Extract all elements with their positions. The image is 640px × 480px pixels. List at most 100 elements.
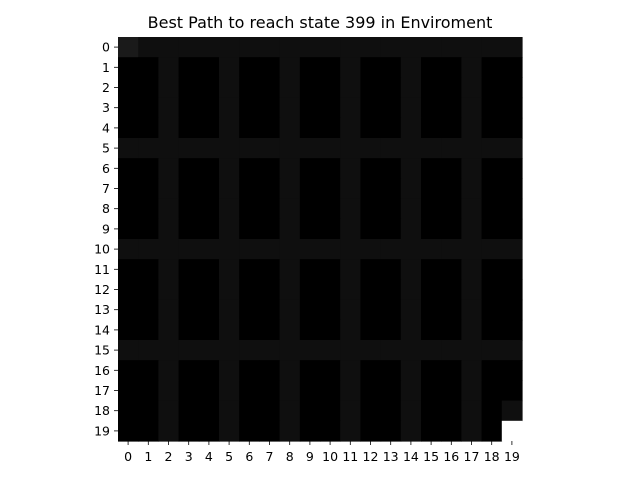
y-tick-label: 6 [102,161,110,176]
heatmap-cell [219,279,240,301]
heatmap-cell [501,259,523,280]
heatmap-cell [400,400,422,422]
heatmap-cell [320,259,341,280]
heatmap-cell [400,340,422,361]
heatmap-cell [158,97,180,119]
heatmap-cell [400,299,422,321]
x-tick-label: 6 [245,449,253,464]
heatmap-cell [259,400,281,422]
heatmap-cell [299,400,321,422]
heatmap-cell [481,380,503,402]
heatmap-cell [178,178,200,200]
heatmap-cell [198,37,220,58]
x-tick-label: 9 [306,449,314,464]
y-tick-label: 0 [102,40,110,55]
heatmap-cell [320,380,341,402]
heatmap-cell [198,239,220,260]
heatmap-cell [501,198,523,220]
heatmap-cell [138,360,159,381]
y-tick-label: 14 [94,322,110,337]
heatmap-cell [158,380,180,402]
heatmap-cell [421,37,442,58]
heatmap-cell [239,57,260,78]
heatmap-cell [118,138,139,159]
heatmap-cell [299,380,321,402]
x-tick-label: 10 [322,449,338,464]
heatmap-cell [198,380,220,402]
heatmap-cell [178,77,200,99]
heatmap-cell [219,360,240,381]
x-tick-label: 18 [484,449,500,464]
heatmap-cell [219,37,240,58]
heatmap-cell [239,158,260,179]
heatmap-cell [360,239,382,260]
heatmap-cell [299,218,321,240]
heatmap-cell [481,340,503,361]
heatmap-cell [380,340,402,361]
heatmap-cell [461,158,483,179]
heatmap-cell [441,37,462,58]
heatmap-cell [360,299,382,321]
heatmap-cell [178,117,200,139]
heatmap-cell [279,299,301,321]
x-tick-label: 16 [443,449,459,464]
heatmap-cell [158,77,180,99]
heatmap-cell [178,138,200,159]
heatmap-cell [380,198,402,220]
heatmap-cell [219,198,240,220]
heatmap-cell [400,178,422,200]
heatmap-cell [239,420,260,442]
heatmap-cell [380,57,402,78]
x-tick-label: 19 [504,449,520,464]
y-tick-label: 13 [94,302,110,317]
heatmap-cell [239,218,260,240]
heatmap-cell [279,360,301,381]
heatmap-cell [279,77,301,99]
heatmap-cell [239,239,260,260]
heatmap-cell [441,259,462,280]
heatmap-cell [400,360,422,381]
heatmap-cell [239,319,260,341]
heatmap-cell [481,117,503,139]
heatmap-cell [400,158,422,179]
heatmap-cell [259,57,281,78]
heatmap-cell [421,239,442,260]
heatmap-cell [340,360,361,381]
heatmap-cell [481,299,503,321]
heatmap-cell [239,117,260,139]
heatmap-cell [360,117,382,139]
heatmap-cell [178,360,200,381]
heatmap-cell [239,259,260,280]
heatmap-cell [219,158,240,179]
heatmap-cell [198,138,220,159]
heatmap-cell [360,138,382,159]
heatmap-cell [501,218,523,240]
heatmap-cell [259,319,281,341]
heatmap-cell [239,299,260,321]
heatmap-cell [239,77,260,99]
heatmap-cell [299,117,321,139]
heatmap-cell [158,259,180,280]
heatmap-cell [320,319,341,341]
heatmap-cell [481,239,503,260]
heatmap-cell [259,158,281,179]
heatmap-cell [340,299,361,321]
heatmap-cell [340,77,361,99]
heatmap-cell [219,97,240,119]
heatmap-cell [421,138,442,159]
heatmap-cell [178,239,200,260]
x-tick-label: 13 [383,449,399,464]
y-tick-label: 4 [102,120,110,135]
heatmap-cell [441,279,462,301]
heatmap-cell [299,97,321,119]
heatmap-cell [299,360,321,381]
heatmap-cell [239,37,260,58]
heatmap-cell [380,218,402,240]
heatmap-cell [198,178,220,200]
heatmap-cell [178,218,200,240]
heatmap-cell [118,57,139,78]
heatmap-cell [299,340,321,361]
heatmap-cell [360,57,382,78]
